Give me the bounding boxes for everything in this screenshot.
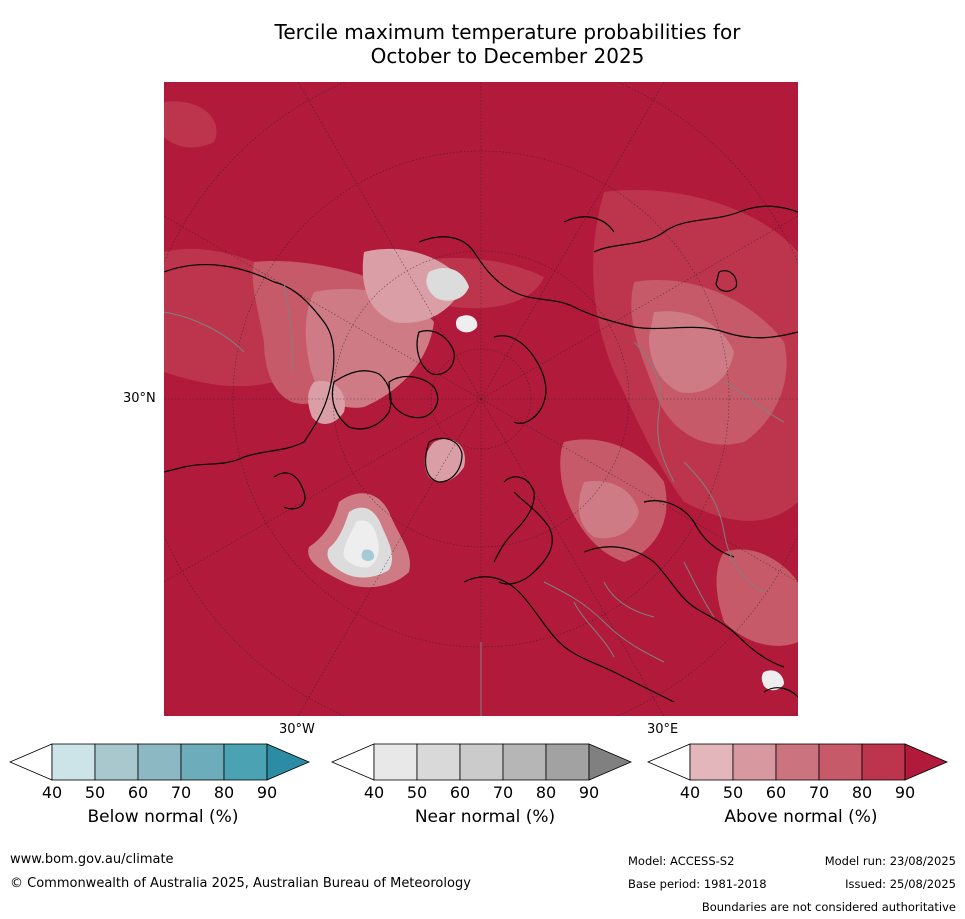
legend-below-tick-40: 40 bbox=[41, 783, 63, 802]
legend-above-normal-bar bbox=[646, 743, 949, 781]
legend-above-normal-title: Above normal (%) bbox=[724, 807, 878, 827]
legend-near-bin-5 bbox=[545, 743, 590, 781]
legend-near-tick-60: 60 bbox=[449, 783, 471, 802]
lat-label-30n: 30°N bbox=[123, 391, 156, 406]
legend-near-tick-90: 90 bbox=[578, 783, 600, 802]
legend-below-tick-50: 50 bbox=[84, 783, 106, 802]
legend-near-tick-50: 50 bbox=[406, 783, 428, 802]
above-normal-50-regions bbox=[308, 248, 465, 483]
legend-above-tick-70: 70 bbox=[808, 783, 830, 802]
legend-below-normal-title: Below normal (%) bbox=[87, 807, 239, 827]
title-line-2: October to December 2025 bbox=[370, 44, 645, 68]
legend-above-tick-50: 50 bbox=[722, 783, 744, 802]
legend-above-bin-4 bbox=[818, 743, 863, 781]
legend-above-extend-high bbox=[904, 743, 949, 781]
legend-above-tick-60: 60 bbox=[765, 783, 787, 802]
legend-below-extend-low bbox=[8, 743, 53, 781]
legend-above-tick-80: 80 bbox=[851, 783, 873, 802]
near-normal-region-atlantic bbox=[308, 493, 410, 588]
title-line-1: Tercile maximum temperature probabilitie… bbox=[274, 20, 741, 44]
footer-model: Model: ACCESS-S2 bbox=[628, 854, 735, 868]
legend-near-extend-high bbox=[588, 743, 633, 781]
legend-above-bin-3 bbox=[775, 743, 820, 781]
legend-near-tick-80: 80 bbox=[535, 783, 557, 802]
legend-near-bin-3 bbox=[459, 743, 504, 781]
footer-issued: Issued: 25/08/2025 bbox=[845, 877, 956, 891]
legend-above-bin-5 bbox=[861, 743, 906, 781]
legend-below-normal-bar bbox=[8, 743, 311, 781]
legend-below-bin-3 bbox=[137, 743, 182, 781]
coastlines bbox=[164, 205, 798, 703]
legend-below-bin-1 bbox=[51, 743, 96, 781]
legend-above-extend-low bbox=[646, 743, 691, 781]
footer-disclaimer: Boundaries are not considered authoritat… bbox=[701, 900, 956, 914]
legend-below-tick-90: 90 bbox=[256, 783, 278, 802]
legend-below-tick-60: 60 bbox=[127, 783, 149, 802]
country-borders bbox=[164, 281, 785, 716]
legend-above-bin-1 bbox=[689, 743, 734, 781]
footer-base-period: Base period: 1981-2018 bbox=[628, 877, 767, 891]
legend-below-bin-2 bbox=[94, 743, 139, 781]
legend-near-bin-2 bbox=[416, 743, 461, 781]
chart-title: Tercile maximum temperature probabilitie… bbox=[160, 20, 855, 68]
map-canvas bbox=[164, 82, 798, 716]
footer-copyright: © Commonwealth of Australia 2025, Austra… bbox=[10, 876, 471, 891]
legend-below-tick-80: 80 bbox=[213, 783, 235, 802]
legend-below-normal: 40 50 60 70 80 90 Below normal (%) bbox=[8, 743, 318, 843]
lon-label-30e: 30°E bbox=[647, 722, 679, 737]
legend-below-bin-4 bbox=[180, 743, 225, 781]
legend-near-tick-40: 40 bbox=[363, 783, 385, 802]
near-normal-region-arctic bbox=[426, 267, 784, 691]
legend-below-bin-5 bbox=[223, 743, 268, 781]
legend-near-bin-1 bbox=[373, 743, 418, 781]
footer-model-run: Model run: 23/08/2025 bbox=[824, 854, 956, 868]
legend-near-extend-low bbox=[330, 743, 375, 781]
legend-near-bin-4 bbox=[502, 743, 547, 781]
legend-below-extend-high bbox=[266, 743, 311, 781]
legend-near-normal-title: Near normal (%) bbox=[414, 807, 556, 827]
legend-near-normal: 40 50 60 70 80 90 Near normal (%) bbox=[330, 743, 640, 843]
footer-url: www.bom.gov.au/climate bbox=[10, 852, 174, 867]
legend-near-normal-bar bbox=[330, 743, 633, 781]
legend-above-tick-40: 40 bbox=[679, 783, 701, 802]
polar-map bbox=[164, 82, 798, 716]
legend-above-normal: 40 50 60 70 80 90 Above normal (%) bbox=[646, 743, 956, 843]
lon-label-30w: 30°W bbox=[279, 722, 315, 737]
legend-above-bin-2 bbox=[732, 743, 777, 781]
legend-below-tick-70: 70 bbox=[170, 783, 192, 802]
legend-above-tick-90: 90 bbox=[894, 783, 916, 802]
legend-near-tick-70: 70 bbox=[492, 783, 514, 802]
